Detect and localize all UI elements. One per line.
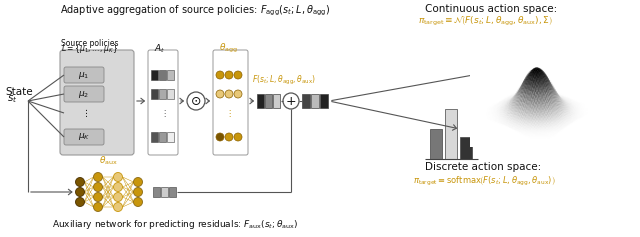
- Circle shape: [187, 92, 205, 110]
- Text: $\vdots$: $\vdots$: [160, 108, 166, 118]
- Bar: [167, 132, 174, 142]
- Text: $\theta_{\mathrm{aux}}$: $\theta_{\mathrm{aux}}$: [99, 155, 118, 167]
- Bar: [169, 187, 176, 197]
- Text: $\odot$: $\odot$: [190, 95, 202, 108]
- Bar: [320, 94, 328, 108]
- Bar: [151, 89, 158, 99]
- Bar: [159, 132, 166, 142]
- Text: Continuous action space:: Continuous action space:: [425, 4, 557, 14]
- Text: $\pi_{\mathrm{target}} \equiv \mathrm{softmax}\!\left(F(s_t; L, \theta_{\mathrm{: $\pi_{\mathrm{target}} \equiv \mathrm{so…: [413, 175, 556, 188]
- Bar: [273, 94, 280, 108]
- Circle shape: [134, 187, 143, 196]
- Text: Auxiliary network for predicting residuals: $F_{\mathrm{aux}}(s_t; \theta_{\math: Auxiliary network for predicting residua…: [52, 218, 298, 231]
- Bar: [311, 94, 319, 108]
- Circle shape: [283, 93, 299, 109]
- Circle shape: [216, 90, 224, 98]
- Bar: [159, 89, 166, 99]
- Circle shape: [93, 202, 102, 211]
- Text: $\vdots$: $\vdots$: [81, 107, 88, 119]
- Text: $\theta_{\mathrm{agg}}$: $\theta_{\mathrm{agg}}$: [219, 42, 237, 55]
- Bar: [161, 187, 168, 197]
- Text: $s_t$: $s_t$: [7, 93, 17, 105]
- Text: Discrete action space:: Discrete action space:: [425, 162, 541, 172]
- Circle shape: [76, 178, 84, 187]
- Circle shape: [225, 133, 233, 141]
- Circle shape: [76, 197, 84, 206]
- Circle shape: [113, 173, 122, 182]
- Circle shape: [134, 197, 143, 206]
- Bar: [153, 187, 160, 197]
- Bar: [302, 94, 310, 108]
- FancyBboxPatch shape: [64, 67, 104, 83]
- Bar: [151, 132, 158, 142]
- Circle shape: [225, 71, 233, 79]
- Circle shape: [234, 90, 242, 98]
- FancyBboxPatch shape: [60, 50, 134, 155]
- FancyBboxPatch shape: [64, 129, 104, 145]
- FancyBboxPatch shape: [64, 86, 104, 102]
- Bar: [460, 137, 472, 159]
- Text: $A_t$: $A_t$: [154, 42, 166, 55]
- Bar: [257, 94, 264, 108]
- Text: $L = \{\mu_1, \ldots, \mu_K\}$: $L = \{\mu_1, \ldots, \mu_K\}$: [61, 42, 118, 55]
- Circle shape: [216, 133, 224, 141]
- Bar: [167, 89, 174, 99]
- Circle shape: [234, 71, 242, 79]
- Circle shape: [234, 133, 242, 141]
- Circle shape: [113, 192, 122, 201]
- Circle shape: [93, 182, 102, 191]
- Circle shape: [113, 182, 122, 191]
- Bar: [151, 70, 158, 80]
- Circle shape: [93, 173, 102, 182]
- Text: Adaptive aggregation of source policies: $F_{\mathrm{agg}}(s_t; L, \theta_{\math: Adaptive aggregation of source policies:…: [60, 4, 330, 18]
- Circle shape: [216, 71, 224, 79]
- Bar: [159, 70, 166, 80]
- Bar: [430, 129, 442, 159]
- Text: +: +: [285, 95, 296, 108]
- Text: Source policies: Source policies: [61, 39, 118, 48]
- Bar: [167, 70, 174, 80]
- Circle shape: [93, 192, 102, 201]
- Circle shape: [225, 90, 233, 98]
- Bar: [265, 94, 272, 108]
- Text: $\mu_2$: $\mu_2$: [78, 88, 90, 100]
- Text: $F(s_t; L, \theta_{\mathrm{agg}}, \theta_{\mathrm{aux}})$: $F(s_t; L, \theta_{\mathrm{agg}}, \theta…: [252, 74, 316, 87]
- Text: $\pi_{\mathrm{target}} \equiv \mathcal{N}\!\left(F(s_t; L, \theta_{\mathrm{agg}}: $\pi_{\mathrm{target}} \equiv \mathcal{N…: [418, 15, 553, 28]
- Circle shape: [113, 202, 122, 211]
- Text: $\vdots$: $\vdots$: [225, 108, 231, 118]
- Circle shape: [134, 178, 143, 187]
- Text: State: State: [5, 87, 33, 97]
- Circle shape: [76, 187, 84, 196]
- Bar: [445, 109, 457, 159]
- Text: $\mu_1$: $\mu_1$: [78, 69, 90, 81]
- Text: $\mu_K$: $\mu_K$: [78, 132, 90, 142]
